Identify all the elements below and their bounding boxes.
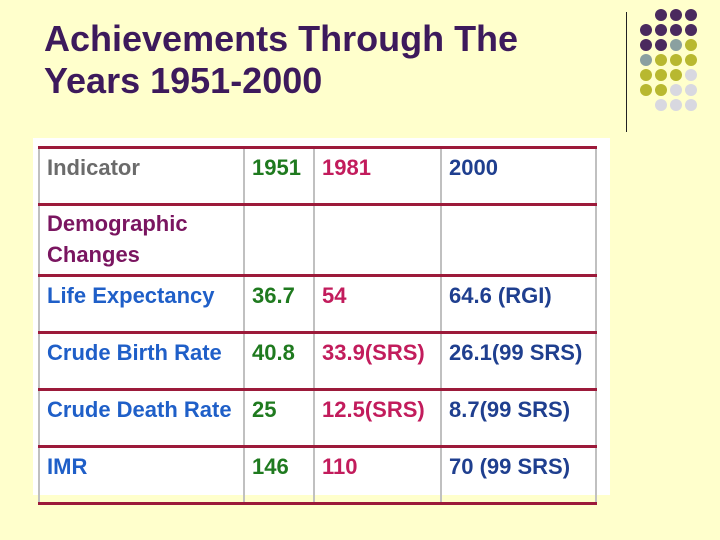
row-value-2000: 8.7(99 SRS) [440, 388, 597, 447]
decorative-dot [640, 24, 652, 36]
header-1951: 1951 [243, 146, 315, 206]
row-indicator: Life Expectancy [38, 274, 245, 333]
row-indicator: Crude Death Rate [38, 388, 245, 447]
section-empty-cell [243, 204, 315, 276]
decorative-dot [655, 24, 667, 36]
decorative-dot [685, 69, 697, 81]
slide-title-line1: Achievements Through The [44, 18, 519, 59]
row-indicator: Crude Birth Rate [38, 331, 245, 390]
table-header-row: Indicator 1951 1981 2000 [38, 146, 597, 206]
decorative-dot [670, 39, 682, 51]
achievements-table: Indicator 1951 1981 2000 Demographic Cha… [38, 146, 597, 505]
header-1981: 1981 [313, 146, 442, 206]
decorative-dot [685, 99, 697, 111]
decorative-dot [685, 9, 697, 21]
decorative-dot [670, 84, 682, 96]
decorative-dot [640, 39, 652, 51]
decorative-dot [655, 99, 667, 111]
decorative-dot [685, 39, 697, 51]
row-value-2000: 70 (99 SRS) [440, 445, 597, 505]
row-value-1951: 36.7 [243, 274, 315, 333]
decorative-dot [685, 24, 697, 36]
decorative-dot [685, 84, 697, 96]
header-2000: 2000 [440, 146, 597, 206]
section-label-line2: Changes [47, 242, 140, 267]
section-empty-cell [440, 204, 597, 276]
row-indicator: IMR [38, 445, 245, 505]
table-row: Crude Death Rate 25 12.5(SRS) 8.7(99 SRS… [38, 388, 597, 447]
decorative-dot [670, 54, 682, 66]
section-row: Demographic Changes [38, 204, 597, 276]
row-value-1981: 110 [313, 445, 442, 505]
decorative-dot [640, 54, 652, 66]
decorative-dot [640, 84, 652, 96]
decorative-dot [670, 69, 682, 81]
decorative-dot [655, 39, 667, 51]
table-row: IMR 146 110 70 (99 SRS) [38, 445, 597, 505]
table-row: Life Expectancy 36.7 54 64.6 (RGI) [38, 274, 597, 333]
row-value-2000: 64.6 (RGI) [440, 274, 597, 333]
slide-title: Achievements Through The Years 1951-2000 [44, 18, 518, 102]
decorative-dot [670, 24, 682, 36]
table-row: Crude Birth Rate 40.8 33.9(SRS) 26.1(99 … [38, 331, 597, 390]
row-value-1981: 12.5(SRS) [313, 388, 442, 447]
row-value-1951: 146 [243, 445, 315, 505]
decorative-dot [640, 69, 652, 81]
decorative-dot-grid [640, 9, 720, 119]
section-empty-cell [313, 204, 442, 276]
decorative-vertical-line [626, 12, 627, 132]
row-value-1951: 25 [243, 388, 315, 447]
decorative-dot [685, 54, 697, 66]
header-indicator: Indicator [38, 146, 245, 206]
row-value-1981: 54 [313, 274, 442, 333]
section-label: Demographic Changes [38, 204, 245, 276]
decorative-dot [655, 54, 667, 66]
slide-title-line2: Years 1951-2000 [44, 60, 323, 101]
section-label-line1: Demographic [47, 211, 188, 236]
row-value-1981: 33.9(SRS) [313, 331, 442, 390]
decorative-dot [670, 9, 682, 21]
decorative-dot [655, 9, 667, 21]
decorative-dot [655, 84, 667, 96]
achievements-table-frame: Indicator 1951 1981 2000 Demographic Cha… [33, 138, 610, 505]
row-value-1951: 40.8 [243, 331, 315, 390]
row-value-2000: 26.1(99 SRS) [440, 331, 597, 390]
decorative-dot [655, 69, 667, 81]
decorative-dot [670, 99, 682, 111]
